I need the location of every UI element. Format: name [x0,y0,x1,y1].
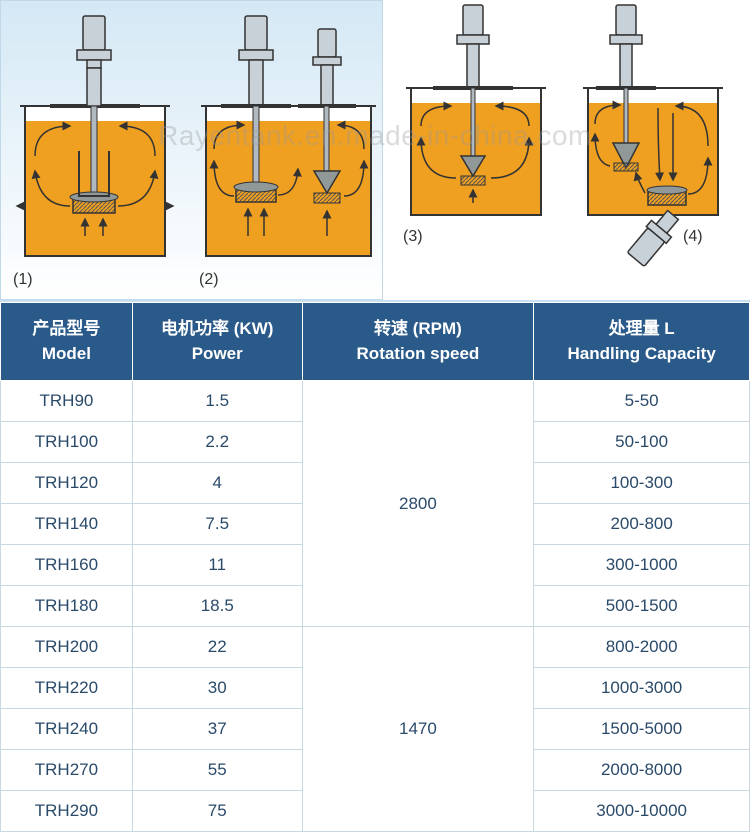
cell-capacity: 300-1000 [534,545,750,586]
table-row: TRH200221470800-2000 [1,627,750,668]
cell-capacity: 200-800 [534,504,750,545]
diagram-label-1: (1) [13,271,33,289]
cell-speed: 2800 [302,381,534,627]
cell-power: 2.2 [132,422,302,463]
cell-capacity: 100-300 [534,463,750,504]
table-header-row: 产品型号 Model 电机功率 (KW) Power 转速 (RPM) Rota… [1,303,750,381]
cell-capacity: 1500-5000 [534,709,750,750]
cell-power: 18.5 [132,586,302,627]
header-capacity: 处理量 L Handling Capacity [534,303,750,381]
cell-model: TRH120 [1,463,133,504]
cell-model: TRH160 [1,545,133,586]
cell-capacity: 50-100 [534,422,750,463]
diagram-left-panel: (1) (2) [0,0,383,300]
diagram-label-4: (4) [683,228,703,246]
header-model: 产品型号 Model [1,303,133,381]
cell-capacity: 3000-10000 [534,791,750,832]
cell-speed: 1470 [302,627,534,832]
cell-model: TRH220 [1,668,133,709]
cell-model: TRH290 [1,791,133,832]
table-body: TRH901.528005-50TRH1002.250-100TRH120410… [1,381,750,832]
cell-power: 22 [132,627,302,668]
cell-model: TRH90 [1,381,133,422]
header-speed: 转速 (RPM) Rotation speed [302,303,534,381]
cell-model: TRH140 [1,504,133,545]
cell-model: TRH100 [1,422,133,463]
cell-capacity: 2000-8000 [534,750,750,791]
cell-power: 30 [132,668,302,709]
cell-model: TRH200 [1,627,133,668]
cell-power: 75 [132,791,302,832]
table-row: TRH901.528005-50 [1,381,750,422]
cell-capacity: 1000-3000 [534,668,750,709]
cell-power: 55 [132,750,302,791]
cell-model: TRH180 [1,586,133,627]
diagram-label-2: (2) [199,271,219,289]
cell-power: 7.5 [132,504,302,545]
diagram-label-3: (3) [403,228,423,246]
diagram-row: Rayentank.en.made-in-china.com [0,0,750,302]
cell-model: TRH270 [1,750,133,791]
specification-table: 产品型号 Model 电机功率 (KW) Power 转速 (RPM) Rota… [0,302,750,832]
cell-capacity: 5-50 [534,381,750,422]
cell-capacity: 500-1500 [534,586,750,627]
cell-power: 37 [132,709,302,750]
header-power: 电机功率 (KW) Power [132,303,302,381]
cell-capacity: 800-2000 [534,627,750,668]
cell-power: 11 [132,545,302,586]
diagram-right-panel: (3) (4) [383,0,750,300]
cell-model: TRH240 [1,709,133,750]
cell-power: 4 [132,463,302,504]
cell-power: 1.5 [132,381,302,422]
